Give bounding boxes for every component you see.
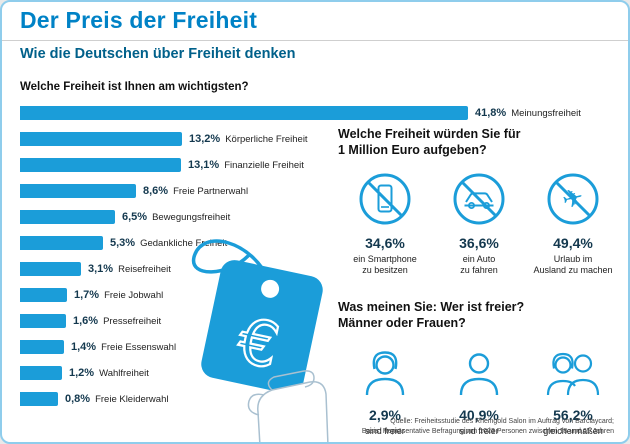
bar bbox=[20, 158, 181, 172]
bar bbox=[20, 314, 66, 328]
bar-row: 5,3% Gedankliche Freiheit bbox=[20, 230, 581, 256]
bar-row: 1,4% Freie Essenswahl bbox=[20, 334, 581, 360]
couple-icon bbox=[526, 342, 620, 398]
stat-value: 56,2% bbox=[553, 407, 593, 424]
bar-value: 1,7% bbox=[74, 289, 100, 301]
bar bbox=[20, 132, 182, 146]
bar-row: 1,2% Wahlfreiheit bbox=[20, 360, 581, 386]
source-line: Basis: Repräsentative Befragung von 1023… bbox=[361, 427, 614, 435]
stat-label: sind freier bbox=[365, 426, 405, 437]
stat-label: gleichermaßen bbox=[543, 426, 603, 437]
bar-value: 5,3% bbox=[110, 237, 136, 249]
stat-value: 36,6% bbox=[459, 234, 499, 251]
heading-line: Männer oder Frauen? bbox=[338, 316, 466, 331]
bar bbox=[20, 184, 136, 198]
bar-category: Freie Essenswahl bbox=[101, 341, 177, 353]
bar bbox=[20, 288, 67, 302]
freer-stats-row: 2,9% sind freier 40,9% sind freier 56,2% glei… bbox=[338, 342, 620, 438]
bar-row: 13,2% Körperliche Freiheit bbox=[20, 126, 581, 152]
stat-value: 2,9% bbox=[369, 407, 401, 424]
bar-row: 13,1% Finanzielle Freiheit bbox=[20, 152, 581, 178]
freer-section-heading: Was meinen Sie: Wer ist freier? Männer o… bbox=[338, 299, 620, 332]
woman-icon bbox=[338, 342, 432, 398]
bar-row: 0,8% Freie Kleiderwahl bbox=[20, 386, 581, 412]
stat-label: ein Smartphone zu besitzen bbox=[353, 253, 417, 276]
bar-value: 13,1% bbox=[188, 159, 220, 171]
stat-item: 34,6% ein Smartphone zu besitzen bbox=[338, 170, 432, 277]
bar-value: 3,1% bbox=[88, 263, 114, 275]
million-stats-row: 34,6% ein Smartphone zu besitzen 36,6% ein A… bbox=[338, 170, 620, 277]
source-note: Quelle: Freiheitsstudie des Rheingold Sa… bbox=[362, 417, 614, 437]
page-subtitle: Wie die Deutschen über Freiheit denken bbox=[20, 46, 296, 62]
bar bbox=[20, 340, 64, 354]
heading-line: 1 Million Euro aufgeben? bbox=[338, 143, 487, 158]
stat-item: 2,9% sind freier bbox=[338, 342, 432, 438]
stat-value: 34,6% bbox=[365, 234, 405, 251]
bar-row: 8,6% Freie Partnerwahl bbox=[20, 178, 581, 204]
bar bbox=[20, 210, 115, 224]
bar-chart: 41,8% Meinungsfreiheit 13,2% Körperliche Fr… bbox=[20, 100, 581, 412]
bar-row: 6,5% Bewegungsfreiheit bbox=[20, 204, 581, 230]
bar bbox=[20, 392, 58, 406]
heading-line: Was meinen Sie: Wer ist freier? bbox=[338, 299, 525, 314]
title-divider bbox=[2, 40, 628, 41]
bar bbox=[20, 236, 103, 250]
bar bbox=[20, 262, 81, 276]
bar-value: 1,4% bbox=[71, 341, 97, 353]
who-is-freer-section: Was meinen Sie: Wer ist freier? Männer o… bbox=[338, 299, 620, 438]
stat-value: 40,9% bbox=[459, 407, 499, 424]
page-title: Der Preis der Freiheit bbox=[20, 7, 258, 33]
million-section-heading: Welche Freiheit würden Sie für 1 Million… bbox=[338, 126, 620, 159]
stat-item: 36,6% ein Auto zu fahren bbox=[432, 170, 526, 277]
bar-value: 8,6% bbox=[143, 185, 169, 197]
no-smartphone-icon bbox=[338, 170, 432, 226]
bar-row: 1,6% Pressefreiheit bbox=[20, 308, 581, 334]
bar-value: 6,5% bbox=[122, 211, 148, 223]
chart-title: Welche Freiheit ist Ihnen am wichtigsten… bbox=[20, 81, 249, 93]
bar-value: 13,2% bbox=[189, 133, 221, 145]
bar-category: Reisefreiheit bbox=[118, 263, 171, 275]
bar-category: Gedankliche Freiheit bbox=[140, 237, 228, 249]
bar-category: Bewegungsfreiheit bbox=[152, 211, 231, 223]
no-plane-icon: ✈ bbox=[526, 170, 620, 226]
bar-category: Freie Kleiderwahl bbox=[95, 393, 169, 405]
heading-line: Welche Freiheit würden Sie für bbox=[338, 127, 521, 141]
bar-row: 3,1% Reisefreiheit bbox=[20, 256, 581, 282]
stat-item: 56,2% gleichermaßen bbox=[526, 342, 620, 438]
million-euro-section: Welche Freiheit würden Sie für 1 Million… bbox=[338, 126, 620, 277]
bar-category: Wahlfreiheit bbox=[99, 367, 149, 379]
man-icon bbox=[432, 342, 526, 398]
bar-category: Freie Jobwahl bbox=[104, 289, 164, 301]
stat-value: 49,4% bbox=[553, 234, 593, 251]
bar bbox=[20, 106, 468, 120]
bar-row: 1,7% Freie Jobwahl bbox=[20, 282, 581, 308]
bar-value: 41,8% bbox=[475, 107, 507, 119]
no-car-icon bbox=[432, 170, 526, 226]
bar-value: 1,6% bbox=[73, 315, 99, 327]
bar-category: Meinungsfreiheit bbox=[511, 107, 581, 119]
bar-category: Pressefreiheit bbox=[103, 315, 162, 327]
bar-row: 41,8% Meinungsfreiheit bbox=[20, 100, 581, 126]
bar-category: Körperliche Freiheit bbox=[225, 133, 308, 145]
stat-item: 40,9% sind freier bbox=[432, 342, 526, 438]
bar bbox=[20, 366, 62, 380]
stat-label: ein Auto zu fahren bbox=[460, 253, 498, 276]
bar-value: 0,8% bbox=[65, 393, 91, 405]
bar-value: 1,2% bbox=[69, 367, 95, 379]
source-line: Quelle: Freiheitsstudie des Rheingold Sa… bbox=[390, 417, 614, 425]
bar-category: Finanzielle Freiheit bbox=[224, 159, 304, 171]
right-column: Welche Freiheit würden Sie für 1 Million… bbox=[338, 126, 620, 438]
bar-category: Freie Partnerwahl bbox=[173, 185, 249, 197]
stat-label: Urlaub im Ausland zu machen bbox=[533, 253, 613, 276]
stat-label: sind freier bbox=[459, 426, 499, 437]
